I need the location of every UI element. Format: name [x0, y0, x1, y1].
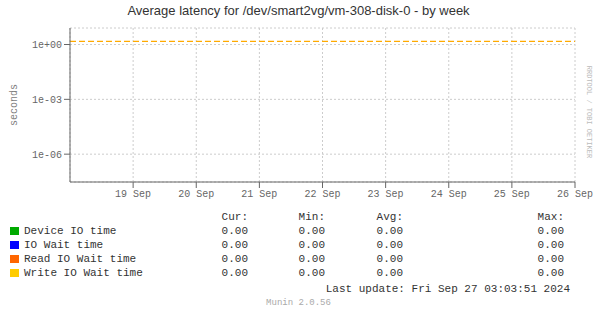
svg-text:23 Sep: 23 Sep: [368, 189, 404, 200]
html-text:0.00: 0.00: [221, 253, 248, 265]
html-text:Cur:: Cur:: [221, 211, 248, 223]
html-text:0.00: 0.00: [537, 267, 564, 279]
html-text:Device IO time: Device IO time: [24, 225, 117, 237]
html-text:RRDTOOL / TOBI OETIKER: RRDTOOL / TOBI OETIKER: [585, 65, 593, 159]
html-text:0.00: 0.00: [376, 267, 403, 279]
svg-text:22 Sep: 22 Sep: [304, 189, 340, 200]
svg-text:26 Sep: 26 Sep: [557, 189, 589, 200]
svg-text:1e-06: 1e-06: [32, 150, 62, 161]
svg-text:25 Sep: 25 Sep: [494, 189, 530, 200]
html-text:0.00: 0.00: [376, 225, 403, 237]
html-text:Avg:: Avg:: [376, 211, 403, 223]
html-text:Max:: Max:: [537, 211, 564, 223]
html-text:0.00: 0.00: [298, 267, 325, 279]
html-text:Min:: Min:: [298, 211, 325, 223]
html-text:0.00: 0.00: [221, 267, 248, 279]
html-text:0.00: 0.00: [298, 225, 325, 237]
html-text:Munin 2.0.56: Munin 2.0.56: [266, 298, 331, 308]
svg-text:1e+00: 1e+00: [32, 40, 62, 51]
html-text:0.00: 0.00: [376, 253, 403, 265]
html-text:Read IO Wait time: Read IO Wait time: [24, 253, 137, 265]
html-text:Average latency for /dev/smart: Average latency for /dev/smart2vg/vm-308…: [127, 3, 470, 18]
html-text:0.00: 0.00: [537, 239, 564, 251]
html-text:Write IO Wait time: Write IO Wait time: [24, 267, 143, 279]
html-text:0.00: 0.00: [221, 225, 248, 237]
html-text:0.00: 0.00: [537, 225, 564, 237]
svg-text:1e-03: 1e-03: [32, 95, 62, 106]
svg-text:24 Sep: 24 Sep: [431, 189, 467, 200]
html-text:0.00: 0.00: [376, 239, 403, 251]
html-text:IO Wait time: IO Wait time: [24, 239, 104, 251]
html-text:0.00: 0.00: [298, 239, 325, 251]
html-text:0.00: 0.00: [537, 253, 564, 265]
html-text:0.00: 0.00: [221, 239, 248, 251]
html-text:0.00: 0.00: [298, 253, 325, 265]
svg-text:19 Sep: 19 Sep: [115, 189, 151, 200]
svg-text:seconds: seconds: [9, 84, 20, 126]
html-text:Last update: Fri Sep 27 03:03:: Last update: Fri Sep 27 03:03:51 2024: [325, 283, 570, 295]
svg-text:20 Sep: 20 Sep: [178, 189, 214, 200]
svg-text:21 Sep: 21 Sep: [241, 189, 277, 200]
